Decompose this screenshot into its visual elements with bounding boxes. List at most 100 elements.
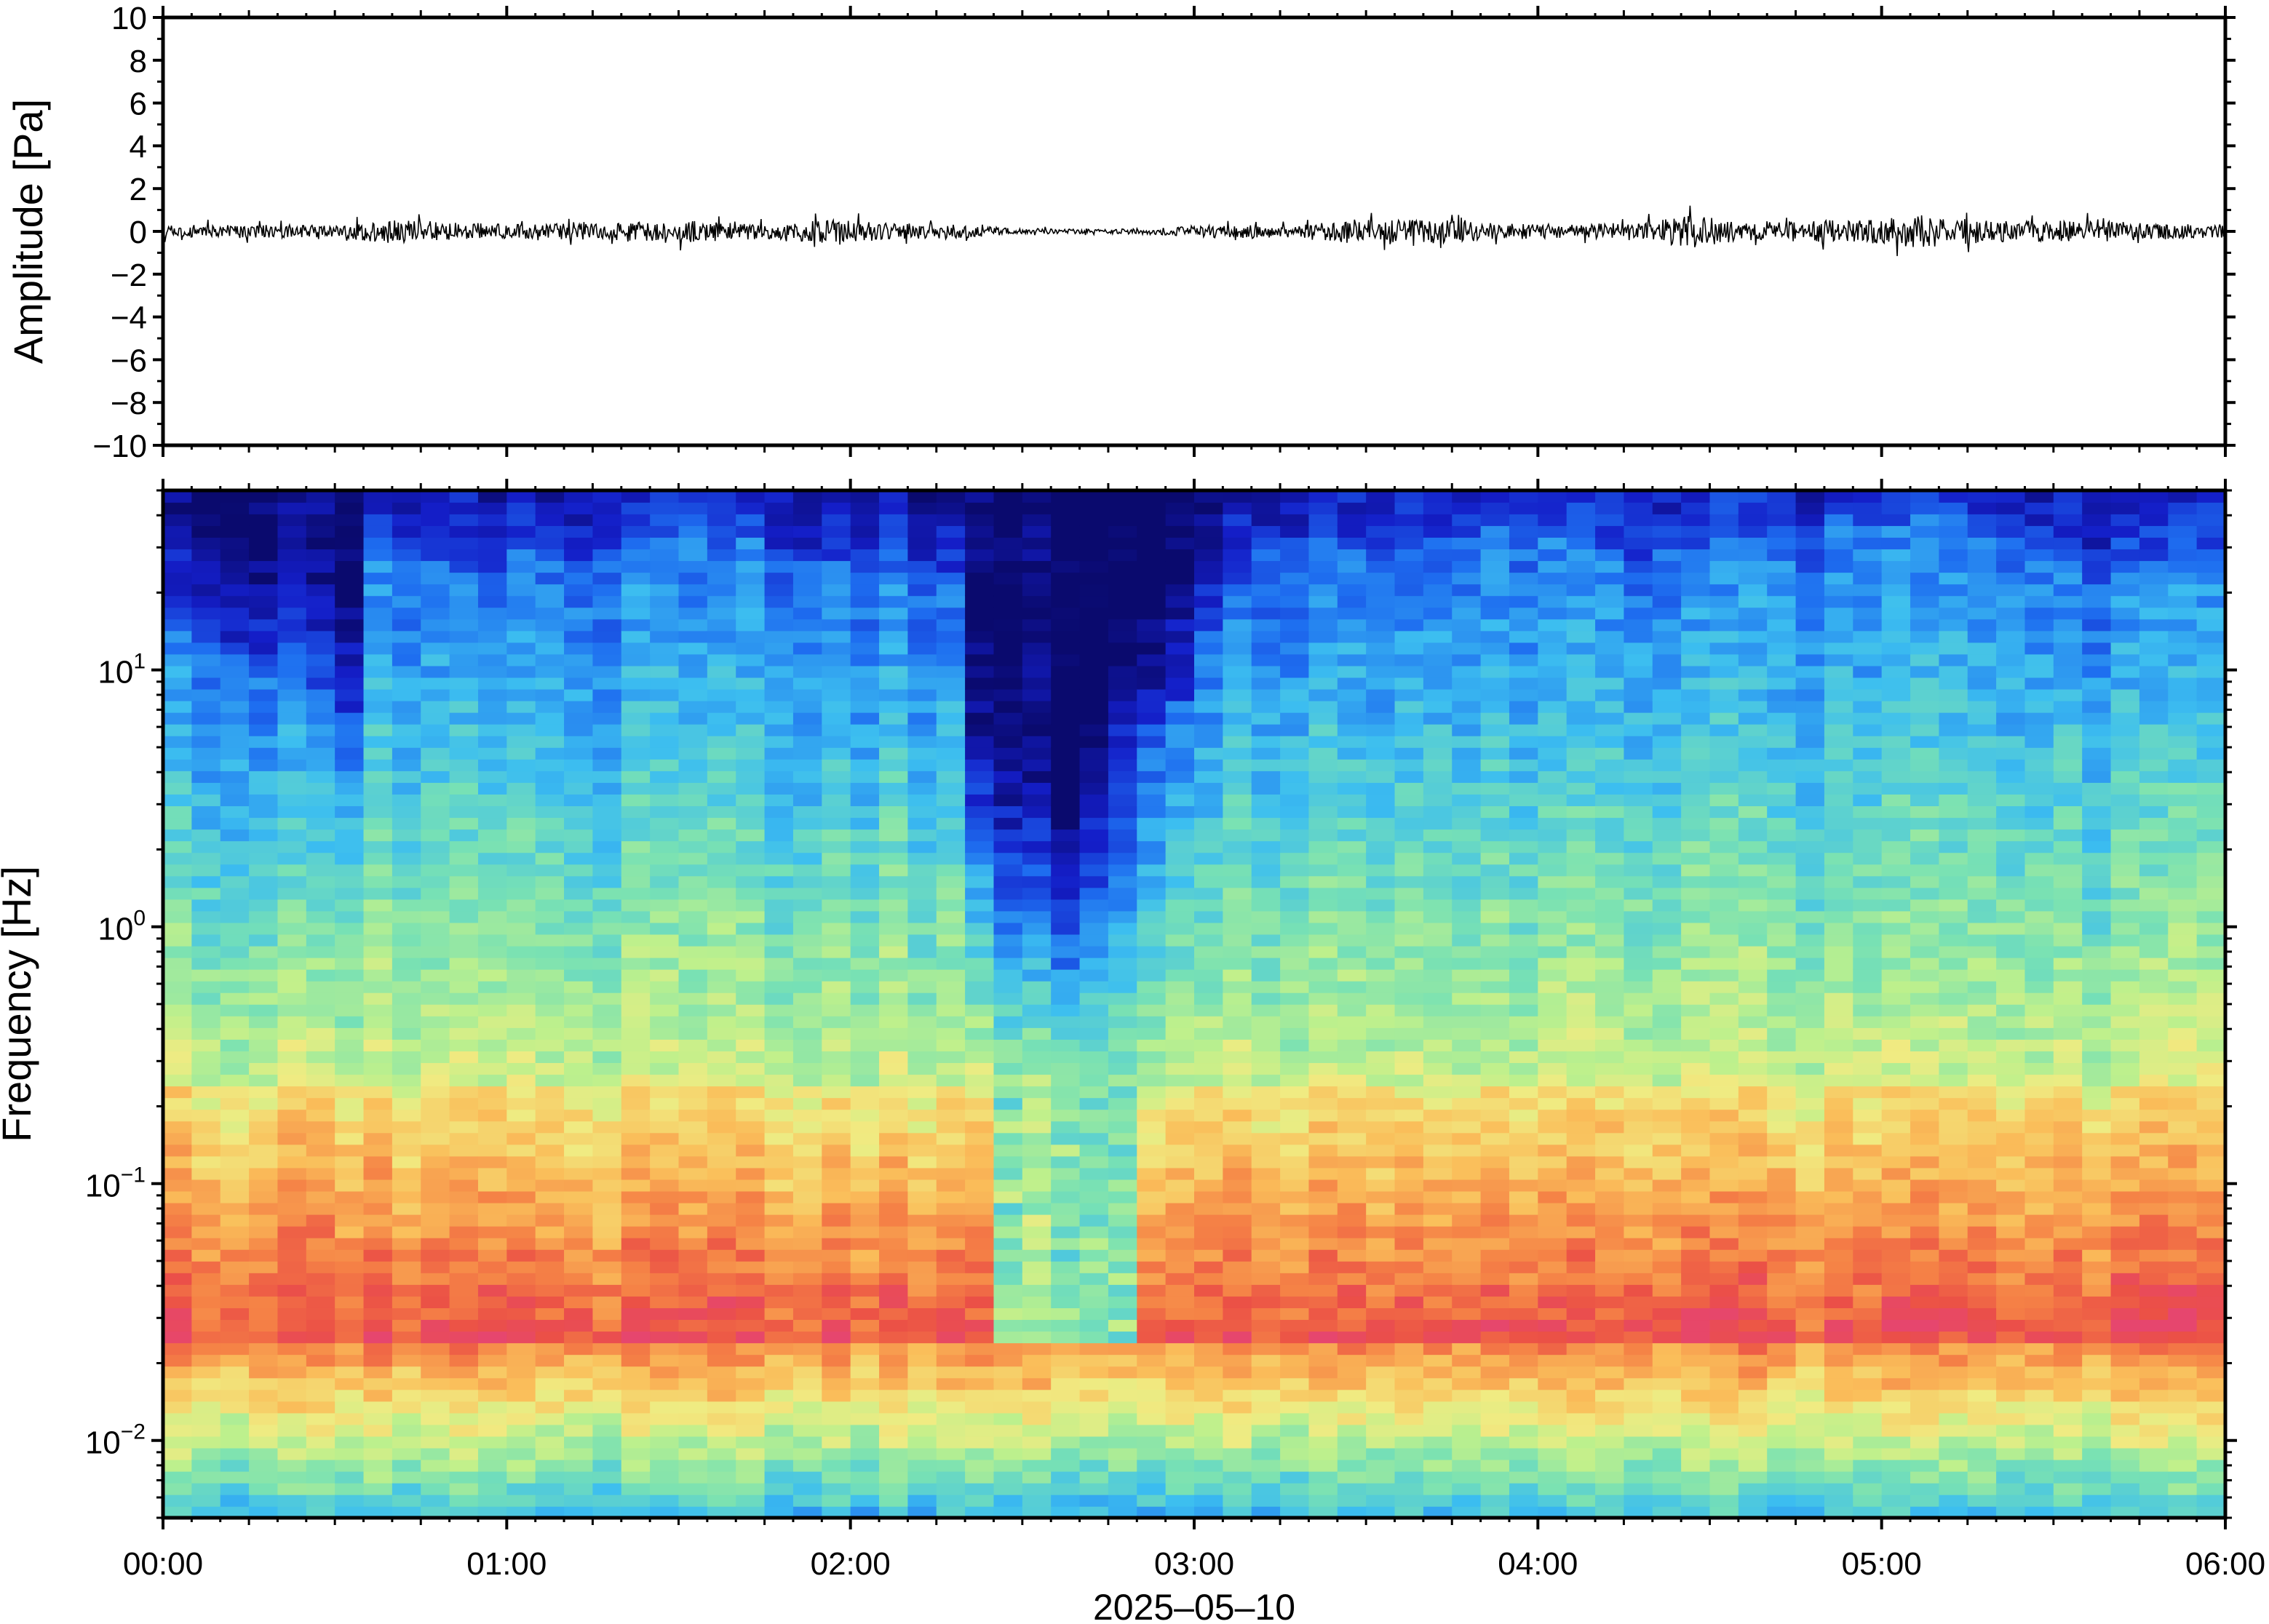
spectrogram-cell [1022, 537, 1052, 550]
spectrogram-cell [792, 945, 823, 958]
spectrogram-cell [1137, 665, 1167, 678]
spectrogram-cell [1681, 1412, 1711, 1425]
spectrogram-cell [678, 502, 708, 514]
spectrogram-cell [1337, 1062, 1367, 1075]
spectrogram-cell [707, 829, 737, 842]
spectrogram-cell [1194, 759, 1224, 771]
spectrogram-cell [1079, 549, 1109, 562]
spectrogram-cell [1337, 1401, 1367, 1414]
spectrogram-cell [1480, 618, 1510, 632]
spectrogram-cell [907, 840, 937, 853]
spectrogram-cell [1394, 1249, 1424, 1262]
spectrogram-cell [1681, 1179, 1711, 1192]
spectrogram-cell [277, 1237, 307, 1250]
spectrogram-cell [1165, 782, 1195, 795]
spectrogram-cell [392, 840, 422, 853]
spectrogram-cell [736, 1494, 766, 1507]
spectrogram-cell [335, 1167, 365, 1180]
spectrogram-cell [879, 782, 909, 795]
spectrogram-cell [1337, 875, 1367, 888]
spectrogram-cell [392, 618, 422, 632]
spectrogram-cell [764, 1132, 794, 1145]
spectrogram-cell [1394, 899, 1424, 912]
spectrogram-cell [477, 1086, 508, 1099]
spectrogram-cell [1652, 1401, 1682, 1414]
spectrogram-cell [621, 899, 651, 912]
spectrogram-cell [621, 1051, 651, 1064]
spectrogram-cell [1681, 1459, 1711, 1472]
spectrogram-cell [1595, 595, 1625, 608]
spectrogram-cell [220, 1342, 250, 1356]
spectrogram-cell [1709, 1284, 1739, 1297]
spectrogram-cell [1165, 1167, 1195, 1180]
spectrogram-cell [163, 759, 193, 771]
spectrogram-cell [1137, 934, 1167, 947]
spectrogram-cell [1280, 1237, 1310, 1250]
spectrogram-cell [736, 1016, 766, 1028]
spectrogram-cell [1452, 968, 1482, 982]
spectrogram-cell [1538, 642, 1567, 655]
spectrogram-cell [936, 1225, 966, 1238]
spectrogram-cell [965, 829, 995, 842]
spectrogram-cell [707, 1190, 737, 1203]
spectrogram-cell [564, 1354, 594, 1367]
spectrogram-cell [191, 502, 221, 514]
spectrogram-cell [1165, 1214, 1195, 1227]
spectrogram-cell [535, 700, 565, 713]
spectrogram-cell [1051, 1155, 1081, 1169]
spectrogram-cell [965, 1424, 995, 1437]
spectrogram-cell [564, 1261, 594, 1273]
spectrogram-cell [1480, 1225, 1510, 1238]
spectrogram-cell [1394, 1074, 1424, 1087]
spectrogram-cell [1022, 829, 1052, 842]
spectrogram-cell [764, 1167, 794, 1180]
spectrogram-cell [993, 700, 1023, 713]
spectrogram-cell [363, 1190, 393, 1203]
spectrogram-cell [449, 864, 479, 877]
spectrogram-cell [1079, 1062, 1109, 1075]
spectrogram-cell [1194, 1097, 1224, 1110]
spectrogram-cell [1137, 1121, 1167, 1134]
spectrogram-cell [993, 1144, 1023, 1157]
spectrogram-cell [1337, 1225, 1367, 1238]
spectrogram-cell [392, 852, 422, 865]
amplitude-tick-label: −6 [111, 343, 147, 378]
spectrogram-cell [650, 945, 680, 958]
spectrogram-cell [249, 1377, 279, 1390]
spectrogram-cell [1108, 1004, 1138, 1016]
spectrogram-cell [879, 922, 909, 935]
spectrogram-cell [907, 1389, 937, 1402]
spectrogram-cell [249, 771, 279, 783]
spectrogram-cell [564, 992, 594, 1005]
spectrogram-cell [363, 525, 393, 538]
spectrogram-cell [764, 525, 794, 538]
spectrogram-cell [1423, 1366, 1453, 1379]
spectrogram-cell [1480, 1249, 1510, 1262]
spectrogram-cell [506, 595, 536, 608]
spectrogram-cell [1251, 723, 1281, 736]
spectrogram-cell [1681, 1167, 1711, 1180]
spectrogram-cell [1280, 549, 1310, 562]
spectrogram-cell [879, 875, 909, 888]
spectrogram-cell [1624, 992, 1653, 1005]
spectrogram-cell [421, 1086, 450, 1099]
spectrogram-cell [1423, 502, 1453, 514]
spectrogram-cell [907, 677, 937, 690]
spectrogram-cell [1280, 945, 1310, 958]
spectrogram-cell [535, 817, 565, 830]
spectrogram-cell [1538, 1436, 1567, 1449]
spectrogram-cell [650, 1155, 680, 1169]
spectrogram-cell [1223, 712, 1252, 725]
spectrogram-cell [1452, 1494, 1482, 1507]
spectrogram-cell [650, 759, 680, 771]
spectrogram-cell [1509, 1319, 1539, 1332]
spectrogram-cell [764, 560, 794, 573]
spectrogram-cell [1652, 525, 1682, 538]
spectrogram-cell [1308, 875, 1338, 888]
spectrogram-cell [1308, 1284, 1338, 1297]
spectrogram-cell [449, 805, 479, 819]
spectrogram-cell [764, 1016, 794, 1028]
spectrogram-cell [907, 584, 937, 597]
spectrogram-cell [335, 1354, 365, 1367]
spectrogram-cell [477, 723, 508, 736]
